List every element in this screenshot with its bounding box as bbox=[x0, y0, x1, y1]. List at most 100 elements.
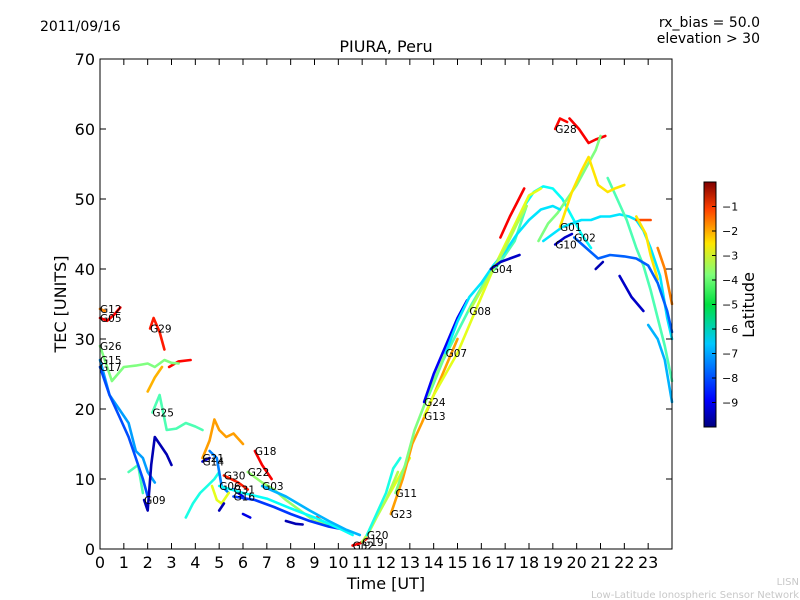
satellite-label-g20: G20 bbox=[367, 530, 389, 542]
x-tick-label: 3 bbox=[166, 553, 176, 572]
satellite-label-g21: G21 bbox=[203, 453, 225, 465]
satellite-track bbox=[146, 365, 164, 393]
satellite-track bbox=[542, 213, 674, 341]
satellite-track bbox=[618, 274, 645, 313]
satellite-track-g23 bbox=[389, 337, 459, 516]
satellite-label-g13: G13 bbox=[424, 411, 446, 423]
satellite-track-g20 bbox=[365, 456, 402, 537]
x-tick-label: 12 bbox=[376, 553, 396, 572]
x-tick-label: 8 bbox=[286, 553, 296, 572]
x-tick-label: 15 bbox=[447, 553, 467, 572]
date-label: 2011/09/16 bbox=[40, 19, 121, 35]
colorbar-tick-label: −1 bbox=[722, 201, 738, 214]
satellite-track-g22 bbox=[246, 470, 328, 526]
satellite-track-g12 bbox=[98, 307, 107, 313]
x-tick-label: 23 bbox=[638, 553, 658, 572]
satellite-track bbox=[241, 512, 252, 519]
y-tick-label: 70 bbox=[75, 50, 95, 69]
y-tick-label: 40 bbox=[75, 260, 95, 279]
satellite-label-g24: G24 bbox=[424, 397, 446, 409]
x-tick-label: 5 bbox=[214, 553, 224, 572]
satellite-track-g14 bbox=[201, 456, 211, 463]
colorbar-tick-label: −3 bbox=[722, 250, 738, 263]
satellite-track bbox=[208, 449, 230, 495]
x-axis-ticks: 0 1 2 3 4 5 6 7 8 9 10 11 12 13 14 15 16 17 18 19 20 21 22 23 bbox=[95, 59, 658, 572]
satellite-label-g02: G02 bbox=[574, 233, 596, 245]
footer-lisn: LISN bbox=[777, 577, 799, 588]
colorbar-tick-label: −4 bbox=[722, 274, 738, 287]
satellite-track-g18 bbox=[253, 449, 273, 481]
satellite-track bbox=[606, 176, 674, 383]
satellite-track bbox=[184, 470, 221, 519]
satellite-track bbox=[646, 323, 674, 404]
satellite-label-g25: G25 bbox=[152, 408, 174, 420]
x-tick-label: 4 bbox=[190, 553, 200, 572]
x-tick-label: 9 bbox=[309, 553, 319, 572]
satellite-track-g28 bbox=[553, 117, 569, 131]
satellite-track-g01 bbox=[558, 155, 626, 229]
satellite-label-g18: G18 bbox=[255, 446, 277, 458]
satellite-label-g23: G23 bbox=[391, 509, 413, 521]
x-axis-title: Time [UT] bbox=[346, 574, 425, 593]
x-tick-label: 20 bbox=[566, 553, 586, 572]
satellite-label-g05: G05 bbox=[100, 313, 122, 325]
colorbar-tick-label: −7 bbox=[722, 348, 738, 361]
satellite-track-g10 bbox=[553, 232, 574, 246]
x-tick-label: 18 bbox=[519, 553, 539, 572]
satellite-label-g22: G22 bbox=[248, 467, 269, 479]
satellite-label-g10: G10 bbox=[555, 240, 577, 252]
satellite-track bbox=[167, 358, 192, 369]
x-tick-label: 6 bbox=[238, 553, 248, 572]
colorbar-tick-label: −9 bbox=[722, 397, 738, 410]
x-tick-label: 16 bbox=[471, 553, 491, 572]
satellite-track-g09 bbox=[142, 435, 173, 512]
satellite-track bbox=[594, 260, 605, 271]
satellite-label-g12: G12 bbox=[100, 304, 122, 316]
satellite-track-g04 bbox=[489, 253, 521, 271]
rx-bias-label: rx_bias = 50.0 bbox=[659, 15, 760, 31]
satellite-track-g21 bbox=[201, 418, 245, 460]
x-tick-label: 7 bbox=[262, 553, 272, 572]
satellite-track-g05 bbox=[98, 306, 122, 323]
satellite-label-g08: G08 bbox=[469, 306, 491, 318]
satellite-track-g30 bbox=[222, 474, 250, 491]
x-tick-label: 21 bbox=[590, 553, 610, 572]
satellite-track-g25 bbox=[151, 393, 204, 432]
colorbar-ticks: −1 −2 −3 −4 −5 −6 −7 −8 −9 bbox=[712, 201, 738, 410]
x-tick-label: 10 bbox=[328, 553, 348, 572]
satellite-label-g26: G26 bbox=[100, 341, 122, 353]
y-tick-label: 20 bbox=[75, 400, 95, 419]
satellite-label-g16: G16 bbox=[234, 492, 256, 504]
colorbar-tick-label: −2 bbox=[722, 225, 738, 238]
chart-title: PIURA, Peru bbox=[339, 37, 432, 56]
satellite-track bbox=[284, 519, 304, 526]
satellite-label-g29: G29 bbox=[150, 324, 172, 336]
y-axis-title: TEC [UNITS] bbox=[51, 256, 70, 354]
satellite-label-g04: G04 bbox=[491, 264, 513, 276]
y-axis-ticks: 0 10 20 30 40 50 60 70 bbox=[75, 50, 672, 559]
satellite-track-g11 bbox=[394, 351, 447, 495]
satellite-label-g09: G09 bbox=[144, 495, 166, 507]
satellite-track bbox=[499, 187, 526, 239]
y-tick-label: 50 bbox=[75, 190, 95, 209]
satellite-label-g17: G17 bbox=[100, 362, 122, 374]
x-tick-label: 1 bbox=[119, 553, 129, 572]
satellite-track-g03 bbox=[260, 484, 362, 537]
footer-network: Low-Latitude Ionospheric Sensor Network bbox=[591, 590, 799, 600]
satellite-label-g28: G28 bbox=[555, 124, 577, 136]
satellite-track-g16 bbox=[232, 495, 345, 531]
x-tick-label: 2 bbox=[143, 553, 153, 572]
colorbar-tick-label: −6 bbox=[722, 323, 738, 336]
satellite-label-g19: G19 bbox=[362, 537, 384, 549]
elevation-label: elevation > 30 bbox=[657, 31, 760, 47]
satellite-label-g15: G15 bbox=[100, 355, 122, 367]
satellite-track-g29 bbox=[148, 316, 166, 351]
satellite-track-g17 bbox=[98, 365, 149, 498]
satellite-label-g03: G03 bbox=[262, 481, 284, 493]
plot-area bbox=[100, 59, 672, 549]
satellite-track bbox=[210, 484, 230, 505]
satellite-track bbox=[656, 246, 674, 306]
satellite-label-g07: G07 bbox=[446, 348, 468, 360]
